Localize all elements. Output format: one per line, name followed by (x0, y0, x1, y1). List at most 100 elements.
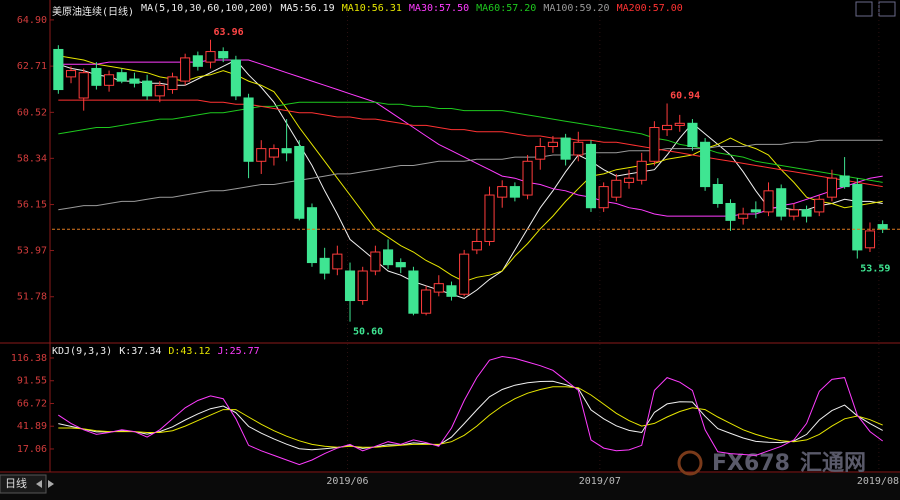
chart-title: 美原油连续(日线) (52, 7, 135, 18)
y-tick-label: 53.97 (17, 246, 47, 257)
x-tick-label: 2019/06 (326, 476, 368, 487)
candle-body (623, 177, 635, 183)
candle-body (484, 194, 495, 242)
candle-body (180, 57, 191, 82)
annotation: 60.94 (670, 90, 700, 101)
candle-body (852, 183, 863, 251)
zoom-icon[interactable] (855, 1, 873, 17)
annotation: 63.96 (214, 27, 244, 38)
candle-body (167, 76, 178, 91)
candle-body (649, 127, 660, 162)
legend-entry: MA60:57.20 (476, 3, 537, 14)
y-tick-label: 56.15 (17, 200, 47, 211)
candle-body (129, 78, 140, 84)
candle-body (573, 141, 584, 156)
candle-body (383, 249, 394, 266)
arrow-left[interactable] (36, 480, 42, 488)
legend-entry: D:43.12 (168, 346, 211, 357)
y-tick-label: 51.78 (17, 292, 47, 303)
candle-body (788, 209, 799, 217)
candle-body (395, 262, 406, 268)
candle-body (712, 183, 723, 204)
candle-body (408, 270, 419, 314)
candle-body (700, 141, 711, 188)
y-tick-label: 66.72 (17, 398, 47, 409)
candle-body (459, 253, 470, 295)
candle-body (370, 251, 381, 272)
indicator-label: MA(5,10,30,60,100,200) (141, 3, 274, 14)
candle-body (611, 179, 622, 198)
series-line (58, 386, 883, 448)
series-line (58, 59, 883, 299)
candle-body (116, 72, 127, 82)
candle-body (205, 51, 216, 63)
candle-body (738, 213, 749, 219)
candle-body (421, 289, 432, 314)
candle-body (78, 72, 89, 99)
period-button[interactable] (0, 474, 47, 494)
candle-body (53, 48, 64, 91)
candle-body (281, 148, 292, 154)
series-line (58, 99, 883, 188)
chart-title: KDJ(9,3,3) (52, 346, 113, 357)
candle-body (192, 55, 203, 67)
watermark-logo (677, 450, 703, 476)
main-legend: 美原油连续(日线) MA(5,10,30,60,100,200) MA5:56.19… (52, 3, 683, 18)
legend-entry: MA5:56.19 (280, 3, 335, 14)
legend-entry: MA100:59.20 (543, 3, 610, 14)
series-line (58, 101, 883, 183)
candle-body (763, 190, 774, 213)
candle-body (814, 198, 825, 213)
x-tick-label: 2019/07 (579, 476, 621, 487)
candle-body (65, 70, 77, 78)
candle-body (547, 141, 558, 148)
candle-body (306, 207, 318, 264)
series-line (58, 139, 883, 211)
candle-body (509, 186, 520, 198)
candle-body (142, 80, 153, 97)
candle-body (357, 270, 368, 302)
candle-body (535, 146, 546, 160)
series-line (58, 55, 883, 283)
candle-body (218, 51, 229, 59)
candle-body (332, 253, 343, 270)
candle-body (826, 177, 837, 198)
candle-body (560, 137, 571, 160)
candle-body (674, 122, 685, 126)
annotation: 50.60 (353, 327, 383, 338)
candle-body (104, 74, 115, 86)
candle-body (433, 283, 444, 293)
bottom-bar (0, 473, 900, 500)
candle-body (91, 67, 102, 86)
candle-body (687, 122, 698, 148)
y-tick-label: 62.71 (17, 61, 47, 72)
candle-body (268, 148, 279, 158)
series-line (58, 380, 883, 451)
candle-body (598, 186, 609, 209)
legend-entry: MA200:57.00 (616, 3, 683, 14)
y-tick-label: 17.06 (17, 444, 47, 455)
candle-body (585, 143, 597, 209)
y-tick-label: 91.55 (17, 376, 47, 387)
candle-body (522, 160, 533, 196)
candle-body (839, 175, 850, 188)
watermark: 汇通网 (800, 451, 866, 476)
legend-entry: K:37.34 (119, 346, 162, 357)
y-tick-label: 41.89 (17, 421, 47, 432)
legend-entry: MA10:56.31 (341, 3, 402, 14)
candle-body (319, 257, 330, 274)
candle-body (294, 146, 305, 219)
candle-body (750, 209, 761, 213)
candle-body (497, 186, 508, 198)
y-tick-label: 116.38 (11, 353, 47, 364)
candle-body (243, 97, 254, 162)
legend-entry: MA30:57.50 (408, 3, 470, 14)
x-tick-label: 2019/08 (857, 476, 899, 487)
arrow-right[interactable] (48, 480, 54, 488)
annotation: 53.59 (860, 264, 890, 275)
candle-body (636, 160, 647, 181)
y-tick-label: 58.34 (17, 153, 47, 164)
candle-body (256, 148, 267, 162)
candle-body (801, 209, 812, 217)
